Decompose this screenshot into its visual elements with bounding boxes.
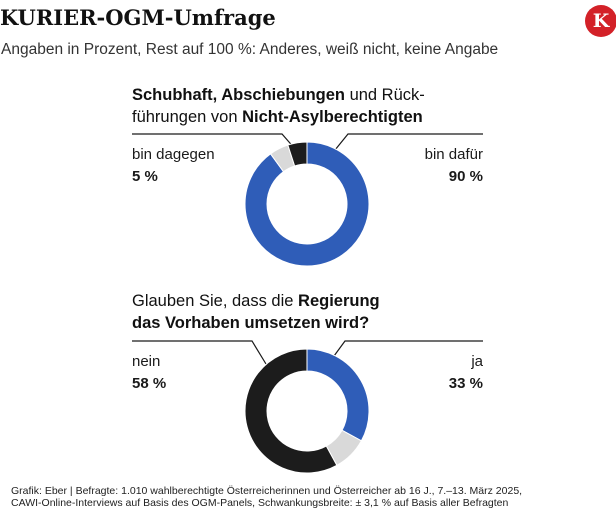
question-2-title-part: das Vorhaben umsetzen wird?: [132, 314, 370, 332]
q2-right-label-text: ja: [471, 353, 483, 370]
q1-left-label-text: bin dagegen: [132, 146, 215, 163]
q1-left-label-value: 5 %: [132, 168, 158, 185]
q1-right-label-value: 90 %: [448, 168, 483, 185]
donut-2-slice-nein: [244, 348, 338, 474]
chart-subtitle: Angaben in Prozent, Rest auf 100 %: Ande…: [1, 41, 499, 58]
chart-title: KURIER-OGM-Umfrage: [0, 5, 276, 30]
question-1-title-part: führungen von: [132, 108, 243, 126]
question-2-title-part: Glauben Sie, dass die: [132, 292, 299, 310]
footer-line-2: CAWI-Online-Interviews auf Basis des OGM…: [11, 497, 509, 509]
question-1-title-part: und Rück-: [344, 86, 425, 104]
question-2-title-part: Regierung: [298, 292, 380, 310]
question-1-title-part: Schubhaft, Abschiebungen: [132, 86, 345, 104]
q1-right-label: bin dafür 90 %: [425, 144, 483, 188]
footer-line-1: Grafik: Eber | Befragte: 1.010 wahlberec…: [11, 485, 523, 497]
q1-right-leader-line: [334, 133, 483, 151]
q1-right-label-text: bin dafür: [424, 146, 483, 163]
donut-2-slice-ja: [306, 348, 370, 442]
q2-right-label-value: 33 %: [448, 375, 483, 392]
q2-donut: [244, 348, 370, 474]
donut-1-slice-bin-dagegen: [287, 141, 308, 167]
kurier-logo-icon: K: [585, 5, 616, 37]
q2-left-label-value: 58 %: [132, 375, 167, 392]
donut-1-slice-bin-dafür: [244, 141, 370, 267]
q2-right-leader-line: [333, 340, 483, 357]
q2-leader-lines: [132, 340, 483, 365]
q1-left-label: bin dagegen 5 %: [132, 144, 215, 188]
q2-left-label: nein 58 %: [132, 351, 166, 395]
q2-right-label: ja 33 %: [449, 351, 483, 395]
question-2-title: Glauben Sie, dass die Regierung das Vorha…: [132, 290, 380, 334]
q2-left-leader-line: [132, 340, 267, 365]
q1-left-leader-line: [132, 133, 297, 151]
q2-left-label-text: nein: [132, 353, 161, 370]
footer-source: Grafik: Eber | Befragte: 1.010 wahlberec…: [11, 485, 611, 509]
q1-donut: [244, 141, 370, 267]
question-1-title-part: Nicht-Asylberechtigten: [242, 108, 423, 126]
question-1-title: Schubhaft, Abschiebungen und Rück-führun…: [132, 84, 425, 128]
